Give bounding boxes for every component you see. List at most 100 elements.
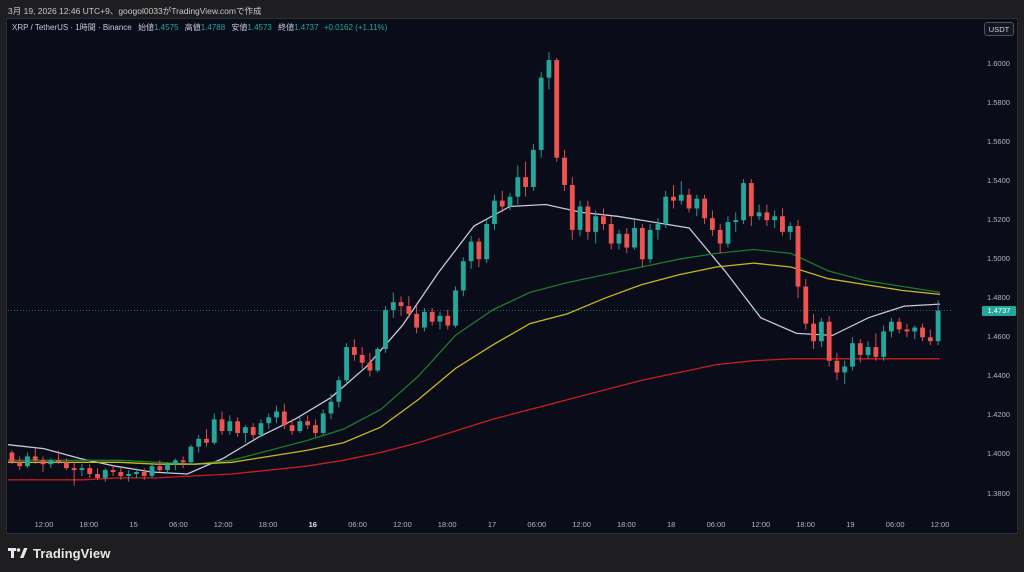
candle-up [211,419,217,443]
moving-average-ma_slow [8,262,941,465]
price-tick-label: 1.5800 [987,98,1010,108]
price-tick-label: 1.5000 [987,254,1010,264]
candle-down [499,200,505,207]
candle-down [601,216,606,225]
candle-down [748,183,754,217]
candle-up [172,460,178,465]
candle-down [834,360,840,373]
tradingview-brand-text[interactable]: TradingView [33,545,111,561]
candle-down [826,321,832,361]
candle-up [126,473,132,476]
candle-up [655,224,661,230]
candle-down [795,226,801,287]
candle-up [616,233,622,244]
candle-up [756,212,762,217]
candle-down [313,425,318,433]
candle-up [227,421,233,432]
candle-down [429,311,435,322]
time-tick-label: 18:00 [617,520,636,529]
legend-open-label: 始値 [138,23,154,32]
time-tick-label: 12:00 [34,520,54,529]
candle-up [79,468,85,471]
candle-down [250,427,256,435]
candle-down [624,233,630,248]
candle-down [71,468,77,471]
candle-down [709,218,715,230]
candle-up [538,77,544,150]
time-tick-label: 06:00 [169,520,188,529]
candle-up [48,460,54,465]
candle-down [398,302,404,307]
candle-up [772,216,778,221]
candle-up [274,411,279,418]
legend-open-value: 1.4575 [154,23,179,32]
candle-up [390,302,396,310]
candle-up [453,290,458,326]
price-scale[interactable]: 1.62001.60001.58001.56001.54001.52001.50… [952,0,1018,534]
candle-up [484,224,490,260]
candle-up [515,177,521,197]
candle-down [141,472,147,476]
candle-up [297,421,303,432]
currency-unit-button[interactable]: USDT [984,22,1014,36]
candle-up [421,311,427,328]
time-tick-label: 12:00 [930,520,950,529]
candle-down [95,473,100,478]
candle-down [9,452,15,463]
candle-up [492,200,497,225]
candle-up [647,229,653,260]
candle-up [881,331,887,357]
candle-down [87,468,93,474]
candle-up [741,183,746,221]
candle-down [764,212,770,221]
candle-down [351,347,357,355]
candle-up [865,347,871,355]
candle-up [344,347,349,381]
candle-up [507,196,513,207]
time-tick-label: 18:00 [79,520,99,529]
time-tick-label: 06:00 [706,520,726,529]
price-tick-label: 1.4200 [987,410,1010,420]
candle-down [780,216,785,232]
tradingview-logo-icon [8,548,28,558]
candle-down [639,227,645,260]
time-tick-label: 16 [308,520,317,529]
legend-high-value: 1.4788 [200,23,226,32]
last-price-badge: 1.4737 [982,305,1016,316]
candle-down [406,306,412,314]
price-tick-label: 1.3800 [987,488,1010,498]
candle-down [702,198,708,219]
moving-average-ma_long [8,358,940,481]
candle-up [25,456,30,467]
legend-change-value: +0.0162 (+1.11%) [323,23,388,32]
time-tick-label: 06:00 [527,520,547,529]
candle-down [857,343,863,355]
candle-down [56,460,62,463]
candle-down [904,329,910,332]
price-tick-label: 1.5400 [987,176,1010,186]
price-tick-label: 1.5200 [987,215,1010,225]
time-tick-label: 15 [129,520,138,529]
candle-up [165,464,170,471]
candle-up [149,466,155,476]
candle-down [367,362,373,371]
price-tick-label: 1.4600 [987,332,1010,342]
candle-up [336,380,342,402]
price-tick-label: 1.6000 [987,58,1010,68]
candle-down [686,194,692,209]
candle-up [102,470,108,478]
legend-symbol[interactable]: XRP / TetherUS · 1時間 · Binance [12,23,132,32]
candle-down [40,460,46,465]
moving-average-ma_mid [8,248,941,465]
candle-up [196,438,202,447]
candle-down [445,315,451,326]
candle-down [671,196,676,201]
candle-down [359,354,365,363]
time-tick-label: 12:00 [213,520,233,529]
candle-down [803,286,809,324]
legend-close-label: 終値 [278,23,295,32]
candle-up [383,309,388,350]
candle-down [523,177,529,187]
price-tick-label: 1.4000 [987,449,1010,459]
